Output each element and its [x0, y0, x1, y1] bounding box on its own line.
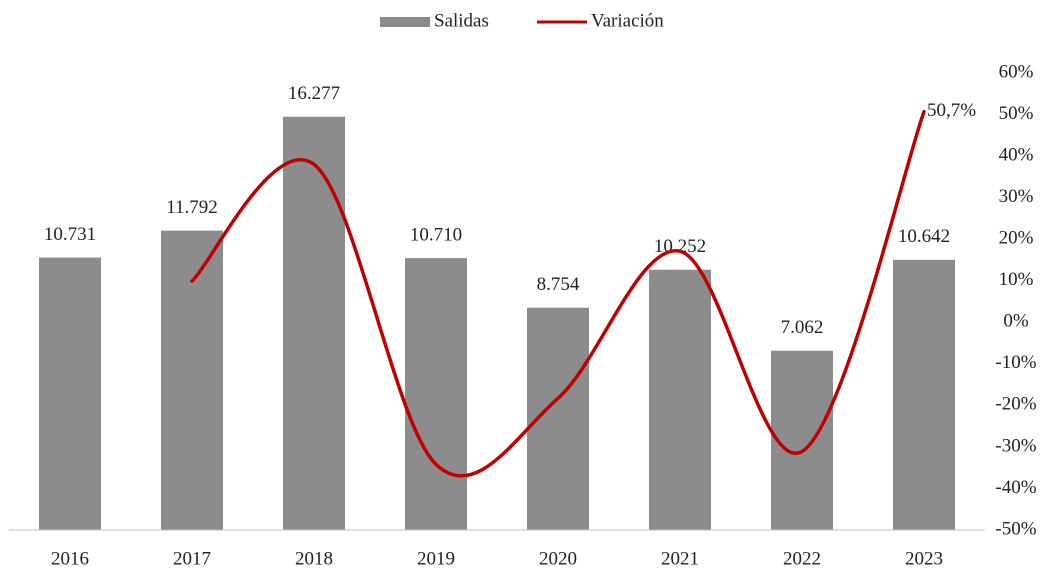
y2-tick-label: -50%	[995, 518, 1036, 539]
line	[190, 109, 926, 478]
bar	[649, 269, 711, 530]
y2-tick-label: -20%	[995, 394, 1036, 415]
y2-tick-label: -30%	[995, 435, 1036, 456]
x-tick-label: 2022	[783, 548, 821, 569]
y2-tick-label: -40%	[995, 477, 1036, 498]
y2-tick-label: 50%	[999, 103, 1034, 124]
x-tick-label: 2016	[51, 548, 89, 569]
data-label: 8.754	[537, 274, 580, 295]
y2-tick-label: 0%	[1003, 311, 1029, 332]
bar	[893, 259, 955, 530]
bar	[405, 258, 467, 530]
data-label: 16.277	[288, 83, 340, 104]
data-label: 10.731	[44, 224, 96, 245]
bar	[283, 116, 345, 530]
y2-tick-label: 30%	[999, 186, 1034, 207]
x-tick-label: 2020	[539, 548, 577, 569]
x-tick-label: 2019	[417, 548, 455, 569]
x-tick-label: 2018	[295, 548, 333, 569]
legend-label: Variación	[591, 10, 664, 31]
bar	[771, 350, 833, 530]
x-tick-label: 2021	[661, 548, 699, 569]
y2-tick-label: 60%	[999, 61, 1034, 82]
data-label: 11.792	[166, 197, 218, 218]
data-label: 7.062	[781, 317, 824, 338]
y2-tick-label: 10%	[999, 269, 1034, 290]
legend-swatch	[380, 17, 430, 27]
data-label: 10.642	[898, 226, 950, 247]
y2-tick-label: -10%	[995, 352, 1036, 373]
legend-label: Salidas	[434, 10, 489, 31]
bar	[161, 230, 223, 530]
x-tick-label: 2017	[173, 548, 211, 569]
x-tick-label: 2023	[905, 548, 943, 569]
data-label: 50,7%	[927, 100, 976, 121]
data-label: 10.710	[410, 224, 462, 245]
bar	[39, 257, 101, 530]
y2-tick-label: 20%	[999, 228, 1034, 249]
y2-tick-label: 40%	[999, 144, 1034, 165]
